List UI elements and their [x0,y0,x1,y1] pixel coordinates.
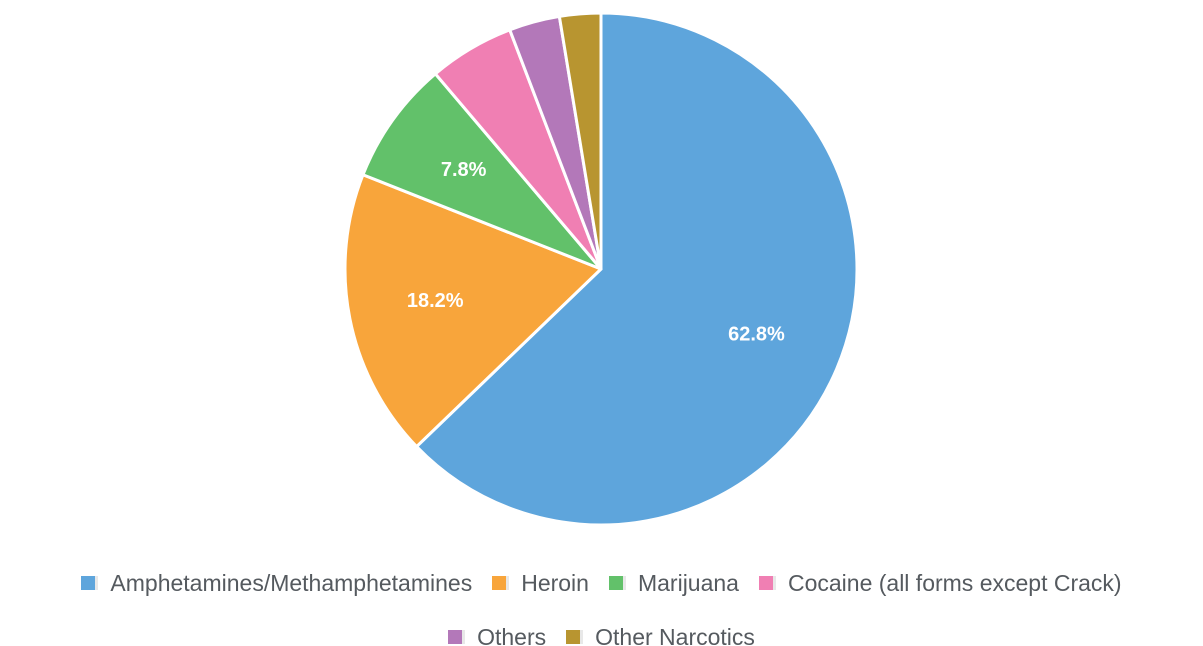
legend-item[interactable]: Heroin [492,568,589,598]
pie-data-labels: 62.8% 18.2% 7.8% [407,159,785,346]
legend-label: Marijuana [637,569,739,596]
pie-chart: 62.8% 18.2% 7.8% [343,11,859,527]
legend-swatch-icon [566,630,584,644]
legend-item[interactable]: Cocaine (all forms except Crack) [758,568,1122,598]
legend-item[interactable]: Other Narcotics [566,622,755,646]
legend-label: Other Narcotics [595,623,755,646]
legend-item[interactable]: Amphetamines/Methamphetamines [81,568,472,598]
legend-swatch-icon [758,576,776,590]
data-label: 18.2% [407,290,464,312]
pie-slice-other-narcotics[interactable] [557,11,603,271]
legend: Amphetamines/Methamphetamines Heroin Marij… [0,568,1203,646]
pie-slices [343,11,859,527]
legend-swatch-icon [608,576,626,590]
legend-swatch-icon [492,576,510,590]
legend-item[interactable]: Marijuana [608,568,739,598]
legend-swatch-icon [81,576,99,590]
legend-item[interactable]: Others [448,622,546,646]
data-label: 7.8% [441,159,487,181]
pie-slice-marijuana[interactable] [361,72,603,271]
legend-swatch-icon [448,630,466,644]
legend-label: Cocaine (all forms except Crack) [787,569,1122,596]
pie-slice-amphetamines-methamphetamines[interactable] [415,11,859,527]
legend-label: Heroin [521,569,589,596]
data-label: 62.8% [728,323,785,345]
pie-slice-heroin[interactable] [343,173,603,449]
legend-label: Amphetamines/Methamphetamines [110,569,473,596]
legend-label: Others [477,623,547,646]
